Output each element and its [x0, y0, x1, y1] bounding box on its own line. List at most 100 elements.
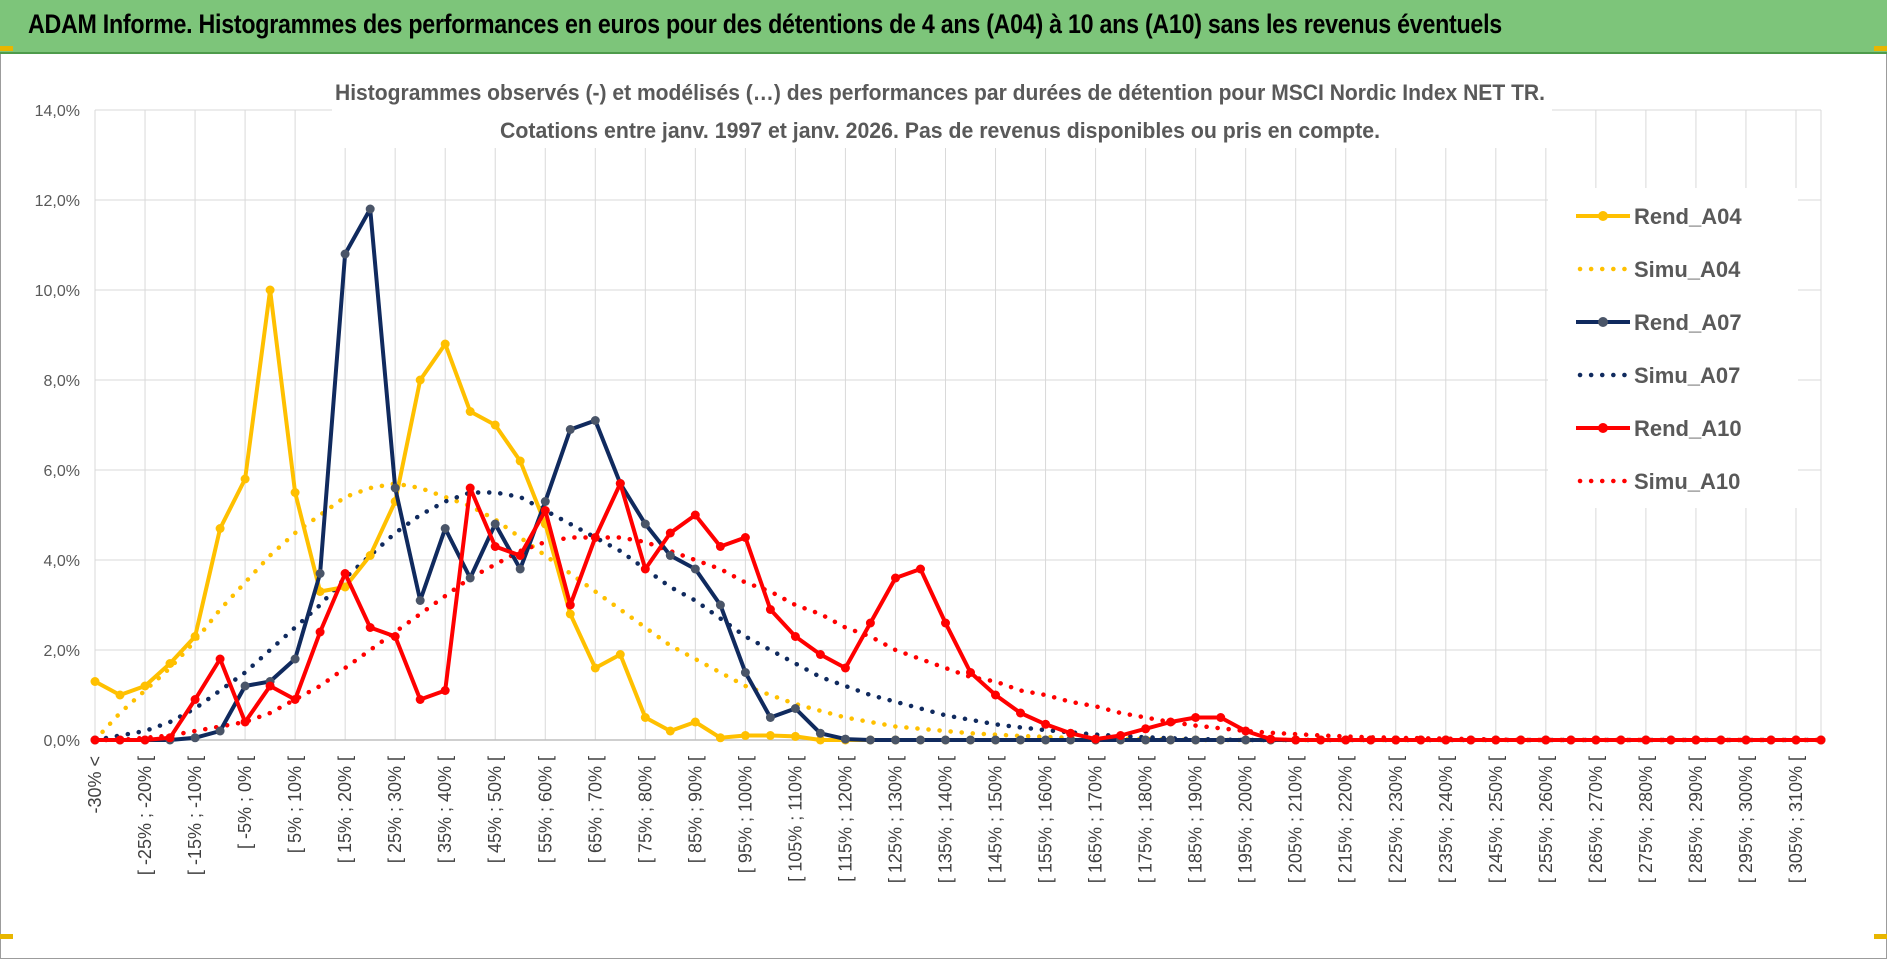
legend-marker-rend-a07: [1598, 317, 1608, 327]
data-point-rend-a04: [165, 659, 175, 668]
x-tick-label: [ 95% ; 100% [: [735, 756, 755, 873]
data-point-rend-a10: [1066, 728, 1076, 738]
data-point-rend-a10: [1491, 735, 1501, 745]
data-point-rend-a10: [765, 605, 775, 614]
data-point-rend-a04: [490, 420, 500, 430]
data-point-rend-a10: [590, 533, 600, 542]
data-point-rend-a04: [90, 677, 100, 686]
x-tick-label: [ 75% ; 80% [: [635, 756, 655, 863]
data-point-rend-a10: [1091, 734, 1101, 744]
legend-items: Rend_A04 Simu_A04 Rend_A07 Simu_A07 Rend_A10…: [1576, 204, 1742, 494]
x-tick-label: [ 115% ; 120% [: [835, 756, 855, 882]
data-point-rend-a10: [490, 542, 500, 551]
x-tick-label: [ 145% ; 150% [: [986, 756, 1006, 883]
data-point-rend-a07: [340, 249, 350, 259]
legend-marker-rend-a04: [1598, 211, 1608, 221]
data-point-rend-a10: [140, 735, 150, 745]
x-tick-label: [ 45% ; 50% [: [485, 756, 505, 863]
chart-title-background: [332, 72, 1552, 148]
y-tick-label: 6,0%: [44, 463, 80, 480]
data-point-rend-a04: [615, 650, 625, 659]
data-point-rend-a07: [1066, 735, 1076, 745]
data-point-rend-a04: [765, 731, 775, 740]
data-point-rend-a07: [1216, 735, 1226, 745]
data-point-rend-a10: [1741, 735, 1751, 745]
data-point-rend-a07: [740, 668, 750, 677]
data-point-rend-a07: [1166, 735, 1176, 745]
data-point-rend-a07: [865, 735, 875, 745]
data-point-rend-a10: [540, 506, 550, 515]
data-point-rend-a10: [1291, 735, 1301, 745]
data-point-rend-a07: [1141, 735, 1151, 745]
y-tick-label: 10,0%: [35, 283, 80, 300]
x-tick-label: [ 175% ; 180% [: [1136, 756, 1156, 883]
data-point-rend-a07: [941, 735, 950, 745]
data-point-rend-a10: [815, 650, 825, 659]
data-point-rend-a10: [1416, 735, 1426, 745]
data-point-rend-a07: [815, 728, 825, 738]
x-tick-label: [ 265% ; 270% [: [1586, 756, 1606, 883]
data-point-rend-a04: [340, 582, 350, 592]
legend-label-simu-a04: Simu_A04: [1634, 257, 1741, 282]
data-point-rend-a07: [891, 735, 900, 745]
data-point-rend-a07: [1041, 735, 1051, 745]
data-point-rend-a10: [390, 632, 400, 641]
x-tick-label: [ 55% ; 60% [: [535, 756, 555, 863]
data-point-rend-a10: [615, 479, 625, 488]
data-point-rend-a10: [1441, 735, 1451, 745]
data-point-rend-a10: [1216, 713, 1226, 722]
data-point-rend-a10: [1316, 735, 1326, 745]
data-point-rend-a04: [740, 731, 750, 740]
data-point-rend-a04: [290, 488, 300, 497]
data-point-rend-a04: [215, 524, 225, 533]
x-tick-label: [ 205% ; 210% [: [1286, 756, 1306, 883]
data-point-rend-a10: [1341, 735, 1351, 745]
data-point-rend-a07: [715, 600, 725, 610]
data-point-rend-a07: [365, 204, 375, 214]
data-point-rend-a04: [265, 285, 275, 295]
data-point-rend-a04: [440, 339, 450, 349]
data-point-rend-a07: [690, 564, 700, 574]
data-point-rend-a10: [1041, 719, 1051, 729]
data-point-rend-a07: [515, 564, 525, 574]
y-tick-label: 0,0%: [44, 733, 80, 750]
series-line-simu-a07: [92, 490, 1824, 743]
x-tick-label: [ 235% ; 240% [: [1436, 756, 1456, 883]
y-axis-ticks: 0,0% 2,0% 4,0% 6,0% 8,0% 10,0% 12,0% 14,0%: [35, 103, 80, 750]
data-point-rend-a10: [90, 735, 100, 745]
banner-title: ADAM Informe. Histogrammes des performan…: [28, 9, 1502, 39]
data-point-rend-a10: [916, 564, 925, 574]
data-point-rend-a10: [415, 695, 425, 704]
x-tick-label: [ 105% ; 110% [: [785, 756, 805, 882]
data-point-rend-a07: [916, 735, 925, 745]
data-point-rend-a10: [1541, 735, 1551, 745]
series-line-rend-a10: [95, 481, 1821, 742]
y-tick-label: 2,0%: [44, 643, 80, 660]
corner-marker-bottom-left: [0, 934, 13, 939]
data-point-rend-a10: [1641, 735, 1651, 745]
data-point-rend-a10: [715, 542, 725, 551]
y-tick-label: 14,0%: [35, 103, 80, 120]
corner-marker-top-right: [1874, 46, 1887, 51]
data-point-rend-a07: [665, 551, 675, 560]
data-point-rend-a07: [966, 735, 975, 745]
x-tick-label: [ 225% ; 230% [: [1386, 756, 1406, 883]
data-point-rend-a07: [240, 681, 250, 691]
data-point-rend-a07: [440, 524, 450, 533]
data-point-rend-a07: [465, 573, 475, 583]
x-tick-label: [ 285% ; 290% [: [1686, 756, 1706, 883]
data-point-rend-a07: [190, 733, 200, 743]
legend-label-rend-a07: Rend_A07: [1634, 310, 1742, 335]
data-point-rend-a10: [1716, 735, 1726, 745]
x-tick-label: [ 125% ; 130% [: [885, 756, 905, 883]
y-tick-label: 8,0%: [44, 373, 80, 390]
x-tick-label: [ 15% ; 20% [: [335, 756, 355, 863]
x-tick-label: [ -25% ; -20% [: [135, 756, 155, 875]
legend-label-simu-a10: Simu_A10: [1634, 469, 1740, 494]
legend-label-rend-a10: Rend_A10: [1634, 416, 1742, 441]
data-point-rend-a10: [240, 717, 250, 727]
data-point-rend-a04: [415, 375, 425, 385]
data-point-rend-a10: [740, 533, 750, 542]
data-point-rend-a10: [665, 528, 675, 538]
